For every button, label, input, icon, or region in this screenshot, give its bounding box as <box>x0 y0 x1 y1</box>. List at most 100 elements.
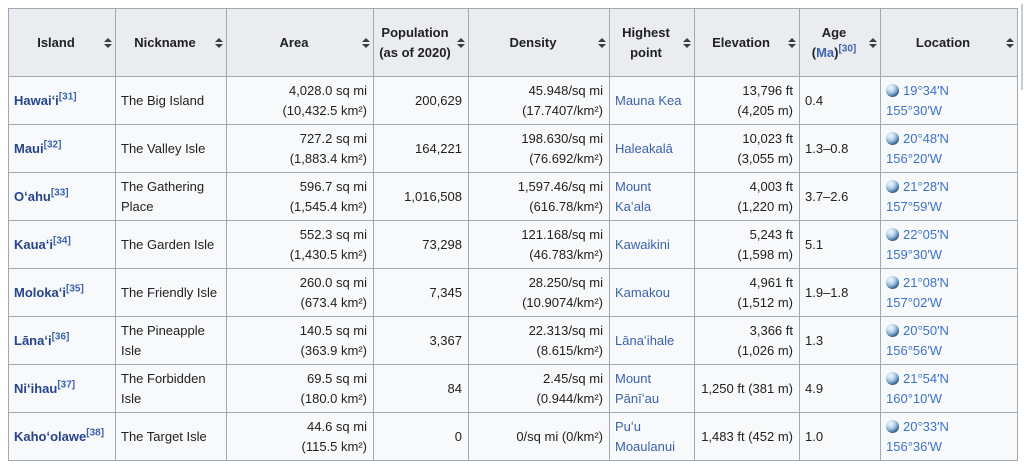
column-header-age[interactable]: Age (Ma)[30] <box>799 8 881 77</box>
sort-icon[interactable] <box>457 37 465 48</box>
highest-point-cell: Puʻu Moaulanui <box>609 412 695 461</box>
coordinates-link[interactable]: 20°50′N 156°56′W <box>886 323 949 358</box>
highest-point-link[interactable]: Puʻu Moaulanui <box>615 419 675 454</box>
island-ref-link[interactable]: [32] <box>43 139 62 151</box>
globe-icon[interactable] <box>886 84 899 97</box>
location-cell: 20°33′N 156°36′W <box>880 412 1018 461</box>
coordinates-link[interactable]: 19°34′N 155°30′W <box>886 83 949 118</box>
highest-point-link[interactable]: Haleakalā <box>615 140 673 156</box>
population-cell: 200,629 <box>373 76 469 125</box>
island-link[interactable]: Lānaʻi <box>14 332 52 348</box>
island-ref-link[interactable]: [37] <box>57 379 76 391</box>
highest-point-link[interactable]: Mount Kaʻala <box>615 179 652 214</box>
area-cell: 69.5 sq mi (180.0 km²) <box>226 364 374 413</box>
globe-icon[interactable] <box>886 324 899 337</box>
globe-icon[interactable] <box>886 180 899 193</box>
island-link[interactable]: Kauaʻi <box>14 236 54 252</box>
age-ref-link[interactable]: [30] <box>838 43 857 55</box>
sort-icon[interactable] <box>683 37 691 48</box>
age-header-text: Age (Ma)[30] <box>803 23 865 62</box>
table-row: Kauaʻi[34] The Garden Isle 552.3 sq mi (… <box>8 220 1018 269</box>
globe-icon[interactable] <box>886 228 899 241</box>
island-ref-link[interactable]: [36] <box>51 331 70 343</box>
column-header-highest-point[interactable]: Highest point <box>609 8 695 77</box>
sort-icon[interactable] <box>869 37 877 48</box>
sort-icon[interactable] <box>104 37 112 48</box>
island-ref-link[interactable]: [33] <box>50 187 69 199</box>
header-row: Island Nickname Area Population (as of 2… <box>8 8 1018 77</box>
coordinates-link[interactable]: 22°05′N 159°30′W <box>886 227 949 262</box>
sort-icon[interactable] <box>362 37 370 48</box>
highest-point-link[interactable]: Mauna Kea <box>615 92 682 108</box>
column-header-location[interactable]: Location <box>880 8 1018 77</box>
highest-point-link[interactable]: Kawaikini <box>615 236 670 252</box>
highest-point-link[interactable]: Lānaʻihale <box>615 332 675 348</box>
highest-point-link[interactable]: Kamakou <box>615 284 670 300</box>
nickname-cell: The Forbidden Isle <box>115 364 227 413</box>
highest-point-link[interactable]: Mount Pānīʻau <box>615 371 660 406</box>
table-row: Niʻihau[37] The Forbidden Isle 69.5 sq m… <box>8 364 1018 413</box>
island-link[interactable]: Oʻahu <box>14 188 51 204</box>
table-row: Hawaiʻi[31] The Big Island 4,028.0 sq mi… <box>8 76 1018 125</box>
island-cell: Maui[32] <box>8 124 116 173</box>
island-cell: Hawaiʻi[31] <box>8 76 116 125</box>
island-ref-link[interactable]: [35] <box>66 283 84 295</box>
column-header-island[interactable]: Island <box>8 8 116 77</box>
column-label: Age <box>821 25 847 40</box>
column-header-area[interactable]: Area <box>226 8 374 77</box>
column-label: Elevation <box>712 34 770 50</box>
island-link[interactable]: Maui <box>14 140 44 156</box>
age-cell: 1.9–1.8 <box>799 268 881 317</box>
population-cell: 3,367 <box>373 316 469 365</box>
sort-icon[interactable] <box>215 37 223 48</box>
coordinates-link[interactable]: 21°08′N 157°02′W <box>886 275 949 310</box>
coordinates-link[interactable]: 20°48′N 156°20′W <box>886 131 949 166</box>
island-link[interactable]: Niʻihau <box>14 380 58 396</box>
elevation-cell: 13,796 ft (4,205 m) <box>694 76 800 125</box>
location-cell: 20°48′N 156°20′W <box>880 124 1018 173</box>
location-cell: 21°08′N 157°02′W <box>880 268 1018 317</box>
column-label: Nickname <box>134 34 196 50</box>
column-header-elevation[interactable]: Elevation <box>694 8 800 77</box>
highest-point-cell: Kawaikini <box>609 220 695 269</box>
island-ref-link[interactable]: [34] <box>53 235 71 247</box>
coordinates-link[interactable]: 21°54′N 160°10′W <box>886 371 949 406</box>
highest-point-cell: Mount Kaʻala <box>609 172 695 221</box>
globe-icon[interactable] <box>886 372 899 385</box>
age-cell: 1.3 <box>799 316 881 365</box>
column-header-nickname[interactable]: Nickname <box>115 8 227 77</box>
sort-icon[interactable] <box>788 37 796 48</box>
ma-link[interactable]: Ma <box>816 44 835 60</box>
coordinates-link[interactable]: 20°33′N 156°36′W <box>886 419 949 454</box>
globe-icon[interactable] <box>886 420 899 433</box>
nickname-cell: The Pineapple Isle <box>115 316 227 365</box>
area-cell: 552.3 sq mi (1,430.5 km²) <box>226 220 374 269</box>
sort-icon[interactable] <box>598 37 606 48</box>
highest-point-cell: Kamakou <box>609 268 695 317</box>
coordinates-link[interactable]: 21°28′N 157°59′W <box>886 179 949 214</box>
nickname-cell: The Target Isle <box>115 412 227 461</box>
island-link[interactable]: Hawaiʻi <box>14 92 59 108</box>
sort-icon[interactable] <box>1006 37 1014 48</box>
table-row: Oʻahu[33] The Gathering Place 596.7 sq m… <box>8 172 1018 221</box>
age-cell: 1.0 <box>799 412 881 461</box>
population-cell: 7,345 <box>373 268 469 317</box>
area-cell: 727.2 sq mi (1,883.4 km²) <box>226 124 374 173</box>
elevation-cell: 10,023 ft (3,055 m) <box>694 124 800 173</box>
island-ref-link[interactable]: [38] <box>86 427 105 439</box>
island-link[interactable]: Molokaʻi <box>14 284 67 300</box>
paren: ( <box>811 44 817 60</box>
globe-icon[interactable] <box>886 276 899 289</box>
highest-point-cell: Mauna Kea <box>609 76 695 125</box>
column-header-population[interactable]: Population (as of 2020) <box>373 8 469 77</box>
paren: ) <box>834 44 839 60</box>
globe-icon[interactable] <box>886 132 899 145</box>
nickname-cell: The Gathering Place <box>115 172 227 221</box>
age-cell: 0.4 <box>799 76 881 125</box>
elevation-cell: 1,250 ft (381 m) <box>694 364 800 413</box>
column-header-density[interactable]: Density <box>468 8 610 77</box>
column-label: Location <box>915 34 971 50</box>
island-ref-link[interactable]: [31] <box>58 91 77 103</box>
highest-point-cell: Lānaʻihale <box>609 316 695 365</box>
island-link[interactable]: Kahoʻolawe <box>14 428 87 444</box>
